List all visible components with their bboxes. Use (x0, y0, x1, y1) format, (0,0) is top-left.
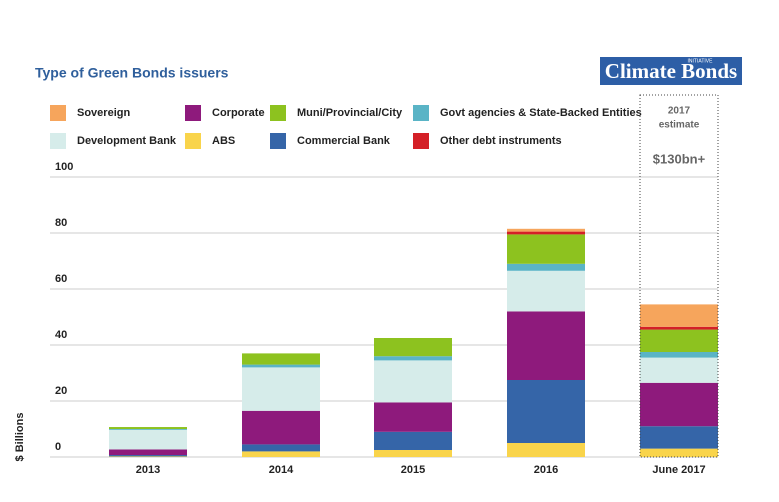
y-tick-label: 0 (55, 441, 61, 453)
bar-segment (507, 443, 585, 457)
y-tick-label: 100 (55, 161, 73, 173)
annotation: 2017 (668, 106, 691, 117)
y-tick-label: 60 (55, 273, 67, 285)
legend-swatch (270, 133, 286, 149)
bar-segment (640, 304, 718, 327)
bar-segment (640, 382, 718, 427)
annotation: estimate (659, 120, 700, 131)
bar-segment (507, 228, 585, 232)
y-tick-label: 40 (55, 329, 67, 341)
bar-segment (507, 270, 585, 312)
legend-swatch (270, 105, 286, 121)
bar-segment (374, 356, 452, 361)
bar-segment (242, 410, 320, 445)
x-tick-label: 2015 (401, 464, 425, 476)
bar-segment (640, 352, 718, 358)
bar-segment (242, 451, 320, 457)
x-tick-label: 2016 (534, 464, 558, 476)
legend-label: Other debt instruments (440, 135, 562, 147)
bar-segment (109, 427, 187, 429)
bar-segment (109, 456, 187, 457)
bar-segment (374, 431, 452, 450)
annotation-value: $130bn+ (653, 151, 706, 166)
logo-box (600, 57, 742, 85)
legend-swatch (413, 105, 429, 121)
bar-segment (242, 444, 320, 452)
bar-segment (374, 402, 452, 432)
x-tick-label: 2014 (269, 464, 294, 476)
legend-label: ABS (212, 135, 235, 147)
logo-text: Climate Bonds (605, 59, 737, 83)
y-tick-label: 20 (55, 385, 67, 397)
bar-segment (640, 326, 718, 330)
bar-segment (109, 455, 187, 457)
legend-swatch (50, 133, 66, 149)
bar-segment (507, 231, 585, 235)
estimate-box (639, 94, 719, 458)
bar-segment (242, 364, 320, 368)
bar-segment (374, 360, 452, 403)
bar-segment (374, 450, 452, 457)
bar-segment (640, 357, 718, 383)
y-axis-label: $ Billions (14, 413, 26, 462)
bar-segment (242, 367, 320, 411)
legend-label: Development Bank (77, 135, 177, 147)
legend-label: Commercial Bank (297, 135, 391, 147)
x-tick-label: 2013 (136, 464, 160, 476)
x-tick-label: June 2017 (652, 464, 705, 476)
y-tick-label: 80 (55, 217, 67, 229)
bar-segment (109, 429, 187, 450)
bar-segment (640, 329, 718, 352)
bar-segment (507, 234, 585, 264)
bar-segment (109, 429, 187, 430)
bar-segment (507, 380, 585, 443)
logo-tag: INITIATIVE (688, 58, 714, 64)
bar-segment (507, 311, 585, 380)
legend-label: Sovereign (77, 107, 130, 119)
bar-segment (109, 449, 187, 456)
legend-swatch (413, 133, 429, 149)
legend-label: Corporate (212, 107, 265, 119)
bar-segment (242, 353, 320, 365)
legend-label: Govt agencies & State-Backed Entities (440, 107, 642, 119)
bar-segment (640, 448, 718, 457)
bar-segment (374, 338, 452, 357)
legend-swatch (50, 105, 66, 121)
bar-segment (640, 426, 718, 449)
bar-segment (507, 263, 585, 271)
legend-label: Muni/Provincial/City (297, 107, 403, 119)
legend-swatch (185, 133, 201, 149)
legend-swatch (185, 105, 201, 121)
chart-title: Type of Green Bonds issuers (35, 65, 229, 81)
